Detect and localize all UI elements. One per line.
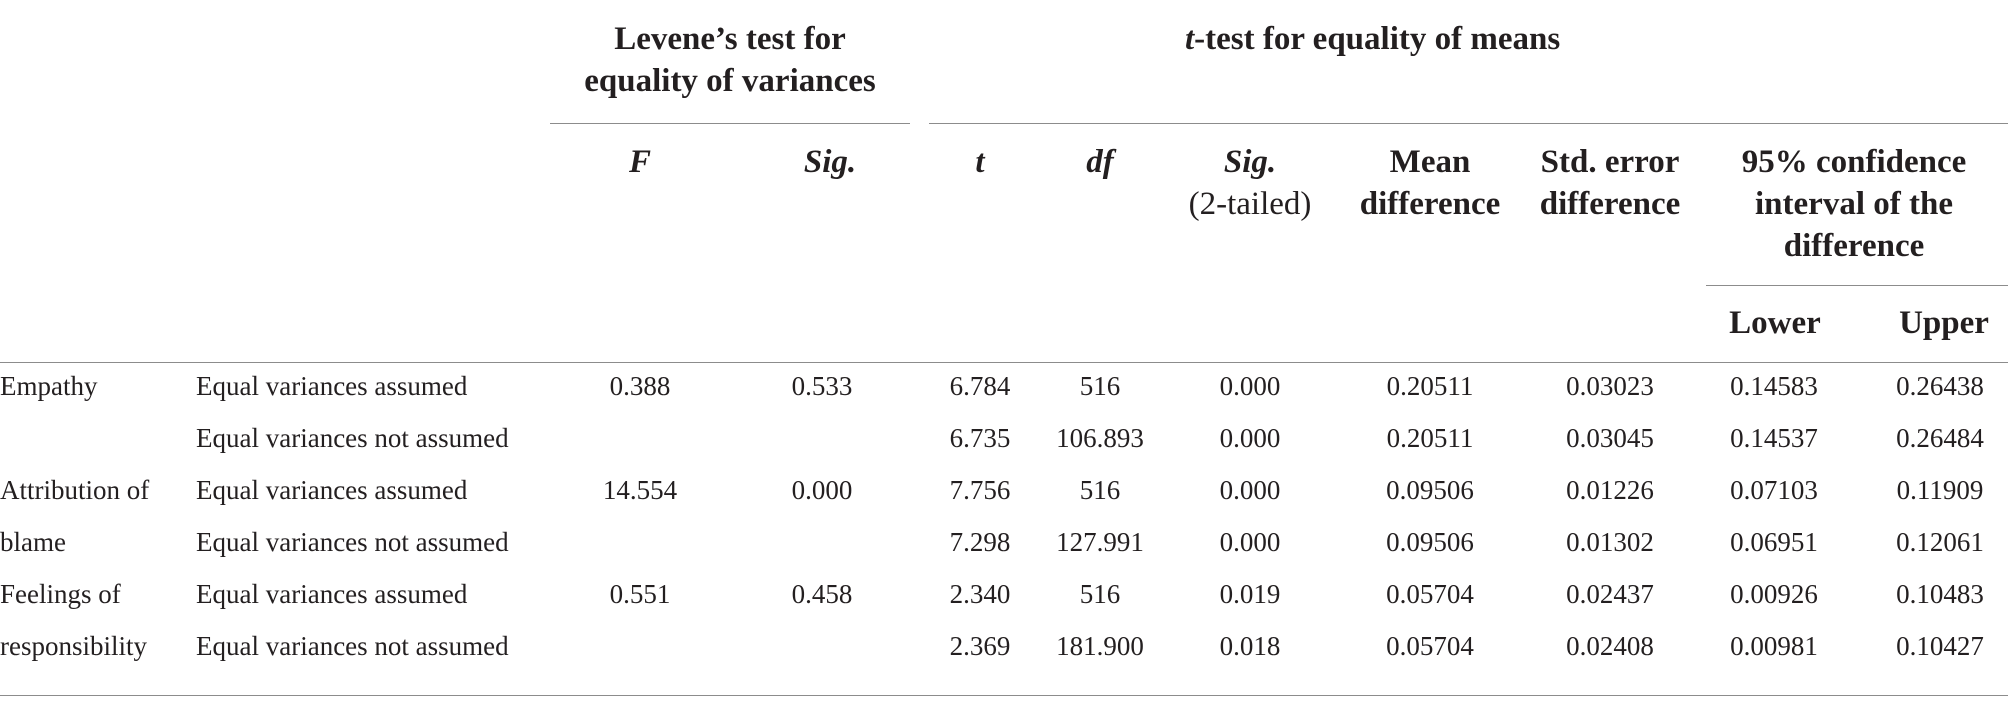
cell-mean-difference: 0.20511 [1386, 371, 1474, 401]
ttest-group-header: t-test for equality of means [1185, 18, 1560, 60]
cell-f: 14.554 [602, 475, 678, 505]
cell-assumption: Equal variances not assumed [196, 631, 509, 661]
cell-variable: blame [0, 527, 66, 557]
cell-t: 7.298 [949, 527, 1011, 557]
cell-mean-difference: 0.09506 [1386, 475, 1474, 505]
cell-lower: 0.14583 [1730, 371, 1818, 401]
cell-f: 0.388 [609, 371, 671, 401]
cell-std-error: 0.02408 [1566, 631, 1654, 661]
cell-t: 7.756 [949, 475, 1011, 505]
cell-lower: 0.14537 [1730, 423, 1818, 453]
cell-t: 6.735 [949, 423, 1011, 453]
ci-header-rule [1706, 285, 2008, 286]
col-header-sig2-line1: Sig. [1223, 144, 1277, 180]
cell-std-error: 0.01302 [1566, 527, 1654, 557]
cell-upper: 0.10483 [1896, 579, 1984, 609]
col-header-ci-line3: difference [1783, 228, 1925, 264]
cell-variable: responsibility [0, 631, 147, 661]
cell-upper: 0.11909 [1896, 475, 1984, 505]
cell-assumption: Equal variances not assumed [196, 527, 509, 557]
col-header-df: df [1086, 144, 1114, 180]
cell-assumption: Equal variances assumed [196, 579, 468, 609]
col-header-sig2-line2: (2-tailed) [1188, 186, 1312, 222]
cell-t: 2.369 [949, 631, 1011, 661]
col-header-sig-2tailed: Sig. (2-tailed) [1160, 141, 1340, 225]
col-header-upper: Upper [1899, 305, 1989, 341]
col-header-ci-line1: 95% confidence [1741, 144, 1967, 180]
col-header-t: t [975, 144, 985, 180]
col-header-f: F [628, 144, 651, 180]
cell-upper: 0.10427 [1896, 631, 1984, 661]
cell-sig-2tailed: 0.000 [1219, 527, 1281, 557]
cell-mean-difference: 0.09506 [1386, 527, 1474, 557]
cell-sig-2tailed: 0.000 [1219, 371, 1281, 401]
cell-mean-difference: 0.05704 [1386, 631, 1474, 661]
cell-assumption: Equal variances assumed [196, 475, 468, 505]
cell-df: 106.893 [1056, 423, 1144, 453]
col-header-ci-line2: interval of the [1755, 186, 1953, 222]
levene-header-line1: Levene’s test for [614, 21, 846, 57]
ttest-header-t: t [1185, 21, 1195, 57]
cell-lower: 0.06951 [1730, 527, 1818, 557]
cell-upper: 0.12061 [1896, 527, 1984, 557]
cell-f: 0.551 [609, 579, 671, 609]
cell-df: 181.900 [1056, 631, 1144, 661]
col-header-stderr-line1: Std. error [1540, 144, 1680, 180]
levene-header-line2: equality of variances [584, 63, 876, 99]
levene-header-rule [550, 123, 910, 124]
cell-sig-2tailed: 0.000 [1219, 423, 1281, 453]
cell-df: 516 [1079, 579, 1121, 609]
cell-sig: 0.533 [791, 371, 853, 401]
header-bottom-rule [0, 362, 2008, 363]
cell-variable: Feelings of [0, 579, 121, 609]
cell-std-error: 0.03023 [1566, 371, 1654, 401]
cell-mean-difference: 0.20511 [1386, 423, 1474, 453]
levene-group-header: Levene’s test for equality of variances [550, 18, 910, 102]
col-header-mean-line1: Mean [1389, 144, 1471, 180]
col-header-confidence-interval: 95% confidence interval of the differenc… [1700, 141, 2008, 267]
cell-t: 6.784 [949, 371, 1011, 401]
cell-upper: 0.26438 [1896, 371, 1984, 401]
cell-sig-2tailed: 0.018 [1219, 631, 1281, 661]
table-bottom-rule [0, 695, 2008, 696]
cell-assumption: Equal variances assumed [196, 371, 468, 401]
cell-df: 516 [1079, 371, 1121, 401]
cell-variable: Empathy [0, 371, 98, 401]
cell-lower: 0.07103 [1730, 475, 1818, 505]
col-header-std-error: Std. error difference [1530, 141, 1690, 225]
cell-lower: 0.00981 [1730, 631, 1818, 661]
cell-variable: Attribution of [0, 475, 150, 505]
cell-std-error: 0.01226 [1566, 475, 1654, 505]
cell-std-error: 0.03045 [1566, 423, 1654, 453]
col-header-sig: Sig. [803, 144, 857, 180]
col-header-mean-difference: Mean difference [1350, 141, 1510, 225]
cell-std-error: 0.02437 [1566, 579, 1654, 609]
cell-upper: 0.26484 [1896, 423, 1984, 453]
cell-sig: 0.000 [791, 475, 853, 505]
col-header-lower: Lower [1729, 305, 1821, 341]
cell-sig: 0.458 [791, 579, 853, 609]
cell-assumption: Equal variances not assumed [196, 423, 509, 453]
cell-sig-2tailed: 0.019 [1219, 579, 1281, 609]
cell-t: 2.340 [949, 579, 1011, 609]
ttest-header-rest: -test for equality of means [1194, 21, 1561, 57]
cell-mean-difference: 0.05704 [1386, 579, 1474, 609]
cell-df: 127.991 [1056, 527, 1144, 557]
col-header-mean-line2: difference [1359, 186, 1501, 222]
cell-lower: 0.00926 [1730, 579, 1818, 609]
ttest-header-rule [929, 123, 2008, 124]
col-header-stderr-line2: difference [1539, 186, 1681, 222]
cell-sig-2tailed: 0.000 [1219, 475, 1281, 505]
cell-df: 516 [1079, 475, 1121, 505]
